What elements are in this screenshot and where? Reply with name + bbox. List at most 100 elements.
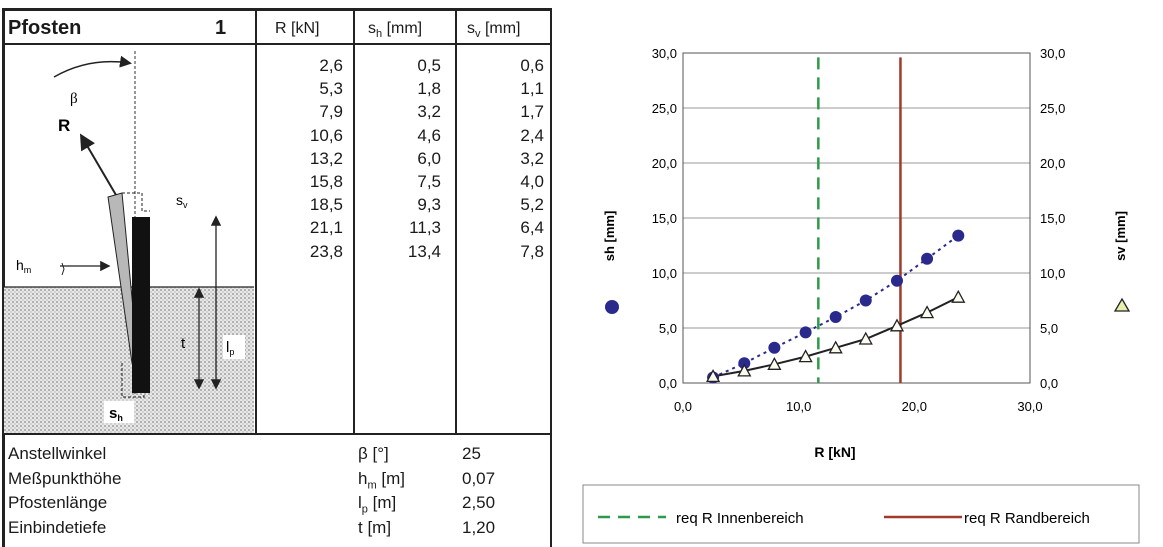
y-tick-label-right: 0,0 (1040, 376, 1058, 391)
table-cell-sh: 4,6 (417, 125, 441, 145)
chart-legend: req R Innenbereich req R Randbereich (598, 510, 1090, 527)
y-tick-label-left: 20,0 (652, 156, 677, 171)
series-line (712, 234, 959, 379)
data-point-sv (737, 363, 752, 377)
param-value: 2,50 (462, 493, 496, 512)
series-markers (705, 229, 966, 384)
plot-frame (682, 52, 1031, 384)
table-cell-r: 5,3 (319, 79, 343, 99)
data-point-sh (921, 252, 934, 265)
table-cell-sv: 4,0 (520, 172, 544, 191)
data-point-sv (767, 356, 782, 370)
beta-label: β (70, 91, 78, 107)
angle-arc (53, 55, 132, 78)
y-tick-label-left: 30,0 (652, 46, 677, 61)
left-axis-series-marker (605, 300, 619, 314)
table-cell-r: 15,8 (309, 172, 343, 191)
table-col-divider-2 (353, 8, 355, 435)
param-symbol: t [m] (358, 517, 392, 537)
x-tick-label: 0,0 (674, 399, 692, 414)
data-point-sv (828, 340, 843, 354)
table-col-divider-3 (455, 8, 457, 435)
right-axis-series-marker (1113, 297, 1131, 312)
param-label: Pfostenlänge (8, 493, 108, 512)
table-cell-sv: 5,2 (520, 195, 544, 215)
data-point-sv (858, 331, 873, 345)
table-frame-top (2, 8, 552, 11)
y-tick-label-right: 30,0 (1040, 46, 1065, 61)
table-cell-sh: 0,5 (417, 56, 441, 75)
t-label: t (181, 335, 186, 352)
table-cell-sv: 1,7 (520, 102, 544, 122)
table-cell-sh: 7,5 (417, 172, 441, 191)
data-point-sh (829, 311, 842, 323)
data-point-sh (799, 326, 812, 339)
sh-label-bg (104, 401, 134, 423)
sv-dimension (122, 192, 150, 212)
col-header-sv: sv [mm] (467, 20, 521, 41)
chart-grid (682, 52, 1031, 384)
y-tick-label-right: 25,0 (1040, 101, 1065, 116)
hm-bracket (61, 262, 65, 276)
sh-label: sh (109, 405, 123, 423)
x-tick-label: 20,0 (902, 399, 927, 414)
table-params-divider (2, 433, 550, 435)
lp-label: lp (226, 339, 234, 357)
hm-label: hm (16, 257, 31, 275)
y-tick-label-left: 5,0 (659, 321, 677, 336)
x-tick-label: 30,0 (1017, 399, 1042, 414)
reference-lines (817, 57, 902, 383)
table-col-divider-1 (255, 8, 257, 435)
table-cell-sh: 1,8 (417, 79, 441, 99)
table-cell-sh: 6,0 (417, 148, 441, 168)
col-header-r: R [kN] (275, 20, 320, 37)
table-cell-r: 10,6 (309, 125, 343, 145)
legend-label-edge: req R Randbereich (964, 510, 1090, 527)
y-axis-label-right: sv [mm] (1113, 211, 1128, 261)
data-point-sv (705, 369, 721, 383)
param-value: 25 (462, 444, 481, 463)
data-point-sh (738, 357, 751, 370)
sh-dimension (121, 363, 145, 398)
param-value: 1,20 (462, 517, 496, 537)
axis-ticks: 0,0 0,0 5,0 5,0 10,0 10,0 15,0 15,0 20,0 20,0 25,0… (652, 46, 1066, 414)
table-cell-sv: 7,8 (520, 241, 544, 261)
load-deflection-chart: 0,0 0,0 5,0 5,0 10,0 10,0 15,0 15,0 20,0 20,0 25,0… (582, 46, 1140, 544)
y-tick-label-left: 10,0 (652, 266, 677, 281)
param-symbol: lp [m] (358, 493, 397, 516)
y-tick-label-right: 15,0 (1040, 211, 1065, 226)
y-tick-label-right: 20,0 (1040, 156, 1065, 171)
table-frame-left (2, 8, 5, 547)
legend-box (582, 484, 1140, 544)
post-diagram: β R sv hm t lp sh (4, 51, 254, 433)
table-cell-r: 18,5 (309, 195, 343, 215)
param-value: 0,07 (462, 468, 496, 488)
force-arrow (79, 133, 117, 196)
table-cell-sv: 2,4 (520, 125, 544, 145)
table-cell-r: 13,2 (309, 148, 343, 168)
data-point-sv (951, 289, 966, 303)
table-cell-sh: 9,3 (417, 195, 441, 215)
x-axis-label: R [kN] (814, 444, 855, 460)
col-header-sh: sh [mm] (368, 20, 423, 41)
param-label: Meßpunkthöhe (8, 468, 122, 488)
table-frame-right (550, 8, 552, 547)
param-symbol: hm [m] (358, 468, 405, 491)
legend-label-inner: req R Innenbereich (676, 510, 804, 527)
x-tick-label: 10,0 (786, 399, 811, 414)
data-point-sh (768, 341, 781, 354)
data-point-sv (889, 318, 905, 332)
table-cell-sh: 3,2 (417, 102, 441, 122)
table-cell-r: 7,9 (319, 102, 343, 122)
param-label: Einbindetiefe (8, 517, 107, 537)
vertical-post (132, 217, 150, 393)
y-tick-label-left: 25,0 (652, 101, 677, 116)
y-tick-label-right: 5,0 (1040, 321, 1058, 336)
table-cell-sv: 1,1 (520, 79, 544, 99)
table-cell-sv: 0,6 (520, 56, 544, 75)
post-title: Pfosten (8, 17, 82, 39)
y-tick-label-left: 0,0 (659, 376, 677, 391)
table-cell-sh: 11,3 (409, 218, 441, 238)
table-header-divider (2, 43, 550, 45)
lp-label-bg (223, 335, 245, 359)
